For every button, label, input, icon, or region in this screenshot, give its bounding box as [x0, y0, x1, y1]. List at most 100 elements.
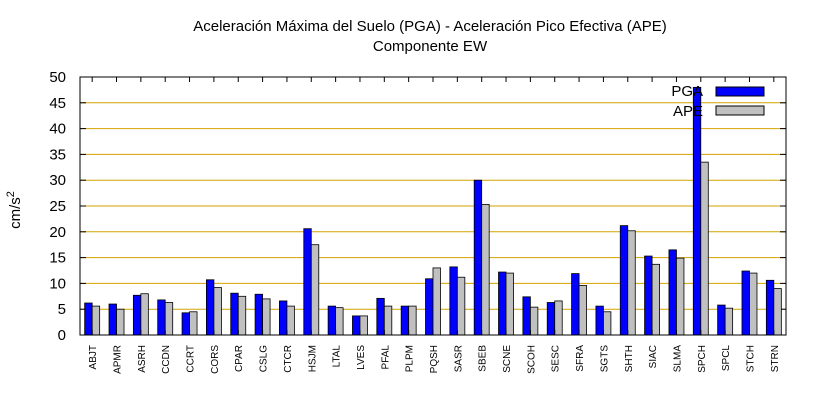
chart-title-line2: Componente EW — [373, 38, 488, 55]
bar-pga-sesc — [546, 302, 556, 336]
x-tick-label: SPCL — [721, 345, 732, 372]
plot-frame — [79, 76, 787, 336]
bar-pga-shth — [619, 225, 629, 336]
x-tick-label: PLPM — [405, 345, 416, 372]
bar-pga-ccdn — [157, 299, 166, 336]
bar-pga-asrh — [132, 294, 142, 336]
bar-ape-sbeb — [481, 204, 490, 336]
bar-pga-abjt — [84, 302, 93, 336]
svg-text:cm/s2: cm/s2 — [5, 191, 24, 229]
bar-pga-ltal — [327, 305, 337, 336]
bar-pga-sfra — [571, 273, 580, 336]
bar-ape-cors — [213, 287, 222, 336]
x-tick-label: CPAR — [234, 345, 245, 372]
x-tick-label: SHTH — [624, 345, 635, 372]
bar-ape-pfal — [383, 305, 393, 336]
x-tick-label: PFAL — [380, 345, 391, 370]
bar-pga-cslg — [254, 293, 263, 336]
x-tick-label: CTCR — [283, 345, 294, 373]
bar-pga-hsjm — [303, 228, 312, 336]
y-tick-label: 0 — [58, 327, 66, 344]
y-tick-label: 20 — [49, 224, 66, 241]
x-axis-labels: ABJT APMR ASRH CCDN CCRT CORS CPAR CSLG CTCR HSJM… — [88, 77, 781, 374]
x-tick-label: STCH — [745, 345, 756, 372]
bar-ape-plpm — [408, 305, 417, 336]
x-tick-label: STRN — [770, 345, 781, 372]
x-tick-label: SASR — [453, 345, 464, 372]
x-tick-label: CCDN — [161, 345, 172, 374]
bars — [84, 86, 782, 336]
bar-pga-spch — [692, 86, 702, 336]
bar-ape-asrh — [140, 293, 149, 336]
bar-pga-sasr — [449, 266, 458, 336]
bar-ape-ctcr — [286, 305, 295, 336]
bar-ape-strn — [773, 288, 782, 336]
bar-ape-slma — [676, 257, 685, 336]
bar-ape-shth — [627, 230, 636, 336]
y-tick-label: 45 — [49, 95, 66, 112]
y-axis-label-superscript: 2 — [5, 191, 17, 197]
bar-ape-ccrt — [189, 311, 198, 336]
bar-pga-sgts — [595, 305, 604, 336]
x-tick-label: ASRH — [137, 345, 148, 373]
bar-ape-cpar — [237, 295, 247, 336]
bar-pga-cors — [205, 279, 215, 336]
bar-pga-slma — [668, 249, 677, 336]
bar-ape-sgts — [603, 311, 612, 336]
bar-ape-sasr — [456, 276, 466, 336]
y-axis-label: cm/s2 — [5, 191, 24, 229]
bar-pga-scne — [498, 271, 507, 336]
x-tick-label: SCNE — [502, 345, 513, 373]
bar-ape-sfra — [578, 285, 587, 336]
bar-pga-lves — [352, 315, 361, 336]
x-tick-label: LVES — [356, 345, 367, 370]
x-tick-label: SFRA — [575, 345, 586, 372]
bar-pga-siac — [644, 255, 653, 336]
bar-ape-stch — [749, 272, 758, 336]
bar-ape-scoh — [529, 306, 539, 336]
bar-pga-cpar — [230, 292, 239, 336]
bar-pga-pfal — [376, 297, 385, 336]
y-tick-label: 15 — [49, 250, 66, 267]
chart-title-line1: Aceleración Máxima del Suelo (PGA) - Ace… — [193, 18, 667, 35]
bar-pga-ccrt — [181, 312, 190, 336]
x-tick-label: SLMA — [672, 345, 683, 373]
x-tick-label: CSLG — [259, 345, 270, 372]
bar-ape-siac — [651, 263, 660, 336]
legend-swatch-pga — [715, 86, 765, 97]
x-tick-label: APMR — [113, 345, 124, 374]
y-tick-label: 40 — [49, 121, 66, 138]
bar-ape-ccdn — [164, 302, 174, 336]
bar-ape-spcl — [724, 307, 734, 336]
bar-ape-pqsh — [432, 267, 441, 336]
bar-ape-apmr — [116, 308, 125, 336]
y-axis-label-text: cm/s — [7, 197, 24, 229]
x-tick-label: SESC — [551, 345, 562, 372]
y-tick-label: 35 — [49, 146, 66, 163]
x-tick-label: ABJT — [88, 345, 99, 369]
bar-pga-apmr — [108, 303, 117, 336]
x-tick-label: SGTS — [599, 345, 610, 373]
grid-lines — [80, 102, 786, 310]
y-tick-label: 5 — [58, 301, 66, 318]
x-tick-label: SIAC — [648, 345, 659, 368]
bar-pga-stch — [741, 270, 750, 336]
y-tick-label: 10 — [49, 275, 66, 292]
bar-pga-strn — [765, 279, 775, 336]
bar-ape-ltal — [335, 307, 344, 336]
legend-label-pga: PGA — [671, 83, 703, 100]
bar-ape-scne — [505, 272, 514, 336]
y-tick-label: 30 — [49, 172, 66, 189]
bar-ape-cslg — [262, 298, 271, 336]
x-tick-label: LTAL — [332, 345, 343, 368]
bar-ape-abjt — [91, 305, 101, 336]
y-tick-label: 25 — [49, 198, 66, 215]
x-tick-label: PQSH — [429, 345, 440, 373]
bar-pga-scoh — [522, 296, 531, 336]
legend-swatch-ape — [715, 105, 765, 116]
bar-pga-pqsh — [425, 278, 434, 336]
x-tick-label: SCOH — [526, 345, 537, 374]
x-tick-label: SPCH — [697, 345, 708, 373]
bar-ape-lves — [359, 315, 368, 336]
